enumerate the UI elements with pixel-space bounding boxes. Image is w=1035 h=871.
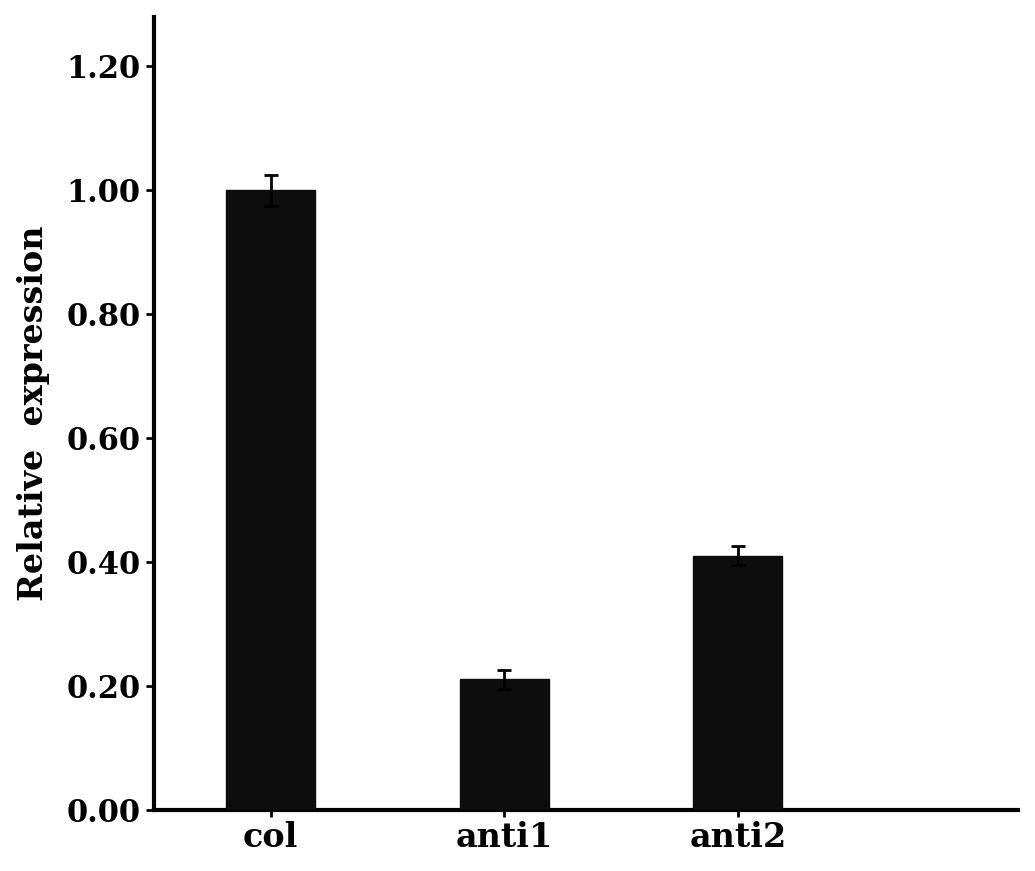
Bar bbox=[226, 190, 315, 809]
Bar bbox=[460, 679, 549, 809]
Bar bbox=[693, 556, 782, 809]
Y-axis label: Relative  expression: Relative expression bbox=[17, 226, 50, 601]
